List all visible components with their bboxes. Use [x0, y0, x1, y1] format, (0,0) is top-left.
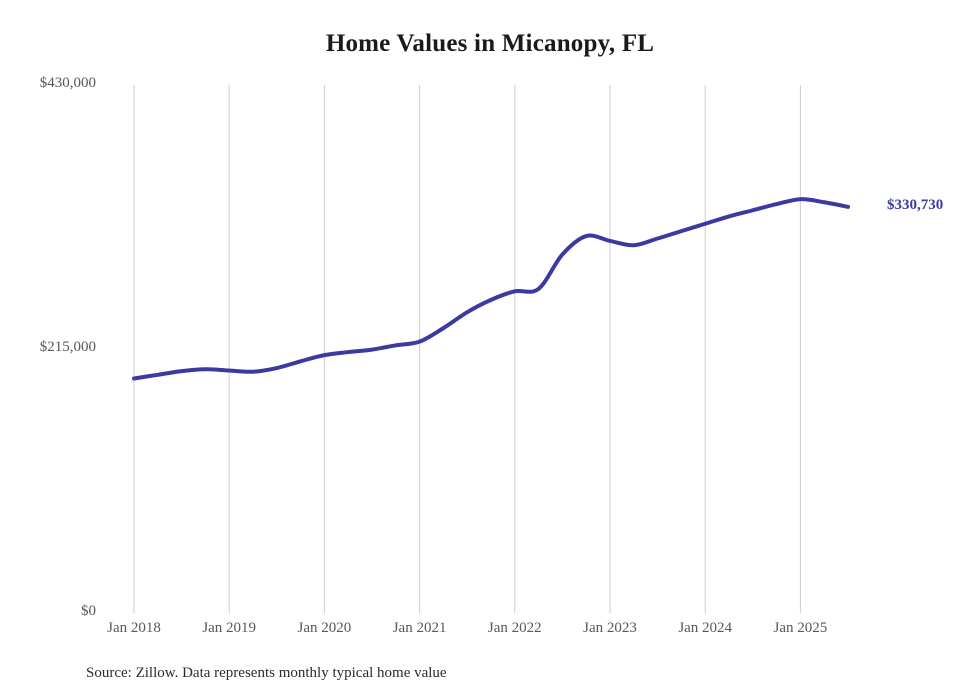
chart-title: Home Values in Micanopy, FL — [325, 30, 655, 57]
y-axis-tick-label-top: $430,000 — [39, 75, 96, 91]
x-axis-tick-label-jan-2023: Jan 2023 — [583, 620, 637, 636]
x-axis-tick-label-jan-2021: Jan 2021 — [392, 620, 447, 636]
series-group — [132, 197, 850, 381]
x-axis-tick-label-jan-2024: Jan 2024 — [678, 620, 733, 636]
y-axis-tick-label-bottom: $0 — [81, 603, 96, 619]
x-axis-tick-label-jan-2025: Jan 2025 — [773, 620, 828, 636]
source-note: Source: Zillow. Data represents monthly … — [86, 665, 447, 681]
x-axis-tick-label-jan-2019: Jan 2019 — [202, 620, 257, 636]
y-axis-tick-label-mid: $215,000 — [39, 339, 96, 355]
x-axis-tick-label-jan-2020: Jan 2020 — [297, 620, 352, 636]
x-axis-tick-label-jan-2022: Jan 2022 — [487, 620, 542, 636]
gridlines-group — [133, 85, 801, 613]
x-axis-tick-label-jan-2018: Jan 2018 — [107, 620, 161, 636]
end-value-annotation: $330,730 — [887, 196, 944, 213]
series-line-typical-home-value — [132, 197, 850, 381]
